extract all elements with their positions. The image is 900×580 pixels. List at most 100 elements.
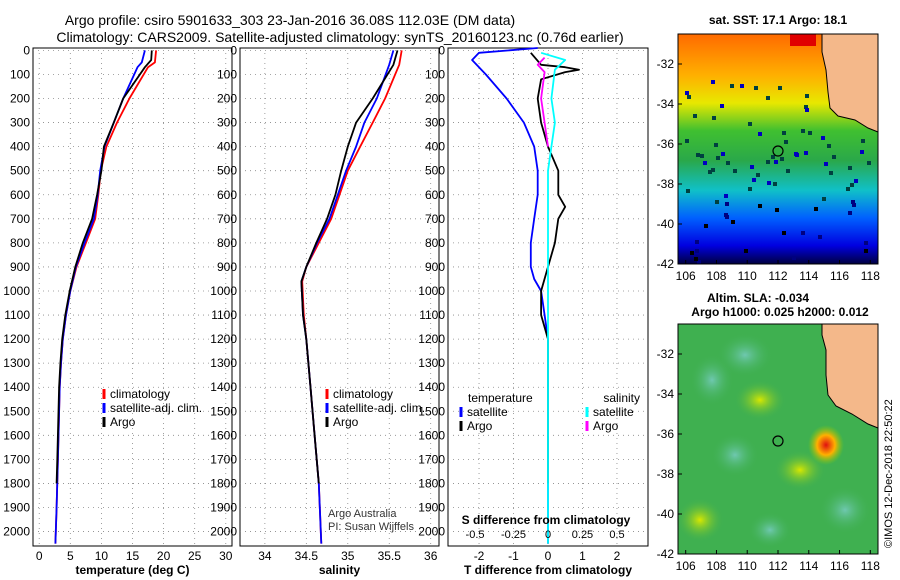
legend-label: satellite [467,405,508,419]
sst-missing-pixel [724,213,728,217]
series-line-argo [55,50,153,484]
depth-tick-label: 100 [10,67,30,81]
x-tick-label: 5 [67,549,74,563]
sla-map-subtitle: Argo h1000: 0.025 h2000: 0.012 [691,305,869,319]
depth-tick-label: 0 [230,43,237,57]
s-diff-tick-label: -0.25 [501,529,526,541]
sst-missing-pixel [720,104,724,108]
depth-tick-label: 500 [217,164,237,178]
sst-missing-pixel [860,150,864,154]
sst-missing-pixel [773,182,777,186]
map-lon-label: 116 [830,559,849,573]
sst-missing-pixel [752,178,756,182]
map-lat-label: -42 [657,547,675,561]
sst-missing-pixel [864,241,868,245]
sst-missing-pixel [782,231,786,235]
sst-missing-pixel [686,189,690,193]
depth-tick-label: 1800 [418,476,445,490]
temperature-profile-panel: 0100200300400500600700800900100011001200… [3,43,232,577]
sst-map-axes: 106 108 110 112 114 116 118 -32 -34 -36 -38 -40 -42 [657,33,880,283]
map-lat-label: -40 [657,217,675,231]
sst-missing-pixel [846,187,850,191]
depth-tick-label: 800 [217,236,237,250]
sla-blobs [676,333,871,548]
sst-missing-pixel [687,95,691,99]
map-lon-label: 108 [706,559,726,573]
temperature-xlabel: temperature (deg C) [75,563,189,577]
sst-missing-pixel [851,200,855,204]
depth-tick-label: 1400 [418,380,445,394]
depth-tick-label: 600 [10,188,30,202]
depth-tick-label: 1400 [210,380,237,394]
depth-tick-label: 400 [217,140,237,154]
depth-tick-label: 800 [10,236,30,250]
sst-missing-pixel [814,207,818,211]
map-lat-label: -34 [657,387,675,401]
sst-missing-pixel [794,152,798,156]
map-lon-label: 110 [738,559,757,573]
x-tick-label: 10 [95,549,109,563]
sst-noise [685,80,871,264]
legend-label: Argo [593,419,619,433]
depth-tick-label: 900 [217,260,237,274]
depth-tick-label: 1300 [3,356,30,370]
x-tick-label: 15 [126,549,140,563]
sst-missing-pixel [726,161,730,165]
sst-missing-pixel [724,194,728,198]
temperature-plot-frame [32,47,233,547]
map-lat-label: -40 [657,507,675,521]
series-line-t-satellite [471,47,549,544]
legend-label: satellite-adj. clim. [333,401,425,415]
legend-label: Argo [333,415,359,429]
sst-missing-pixel [685,139,689,143]
depth-tick-label: 1400 [3,380,30,394]
figure-title-line1: Argo profile: csiro 5901633_303 23-Jan-2… [65,12,515,28]
x-tick-label: 1 [579,549,586,563]
sst-missing-pixel [708,170,712,174]
depth-tick-label: 1300 [418,356,445,370]
series-line-argo [300,50,399,484]
depth-tick-label: 900 [425,260,445,274]
map-lon-label: 106 [676,269,696,283]
sst-missing-pixel [801,129,805,133]
sst-missing-pixel [775,208,779,212]
sst-missing-pixel [716,156,720,160]
map-lon-label: 116 [830,269,849,283]
map-lon-label: 106 [676,559,696,573]
imos-credit: ©IMOS 12-Dec-2018 22:50:22 [883,399,895,548]
depth-tick-label: 400 [425,140,445,154]
depth-tick-label: 600 [217,188,237,202]
depth-tick-label: 500 [10,164,30,178]
depth-tick-label: 300 [425,116,445,130]
depth-tick-label: 100 [217,67,237,81]
map-lat-label: -42 [657,257,675,271]
sst-map: sat. SST: 17.1 Argo: 18.1 106 108 110 112 11… [657,13,881,283]
map-lat-label: -36 [657,137,675,151]
legend-label: satellite [593,405,634,419]
depth-tick-label: 200 [217,92,237,106]
sst-missing-pixel [784,140,788,144]
sst-land [790,33,879,133]
sst-missing-pixel [730,84,734,88]
depth-tick-label: 1500 [3,404,30,418]
depth-tick-label: 2000 [210,525,237,539]
sst-missing-pixel [786,169,790,173]
sst-missing-pixel [805,108,809,112]
sst-missing-pixel [696,153,700,157]
x-tick-label: 34.5 [295,549,319,563]
depth-tick-label: 2000 [418,525,445,539]
map-lon-label: 118 [861,559,880,573]
sst-missing-pixel [782,131,786,135]
sst-missing-pixel [744,249,748,253]
depth-tick-label: 1800 [3,476,30,490]
x-tick-label: 35.5 [378,549,402,563]
x-tick-label: 25 [188,549,202,563]
x-tick-label: 35 [341,549,355,563]
sla-map-axes: 106 108 110 112 114 116 118 -32 -34 -36 -38 -40 -42 [657,323,880,573]
depth-tick-label: 1200 [210,332,237,346]
legend-label: climatology [333,387,393,401]
x-tick-label: 20 [157,549,171,563]
sst-missing-pixel [703,161,707,165]
legend-label: Argo [467,419,493,433]
depth-tick-label: 1900 [3,501,30,515]
